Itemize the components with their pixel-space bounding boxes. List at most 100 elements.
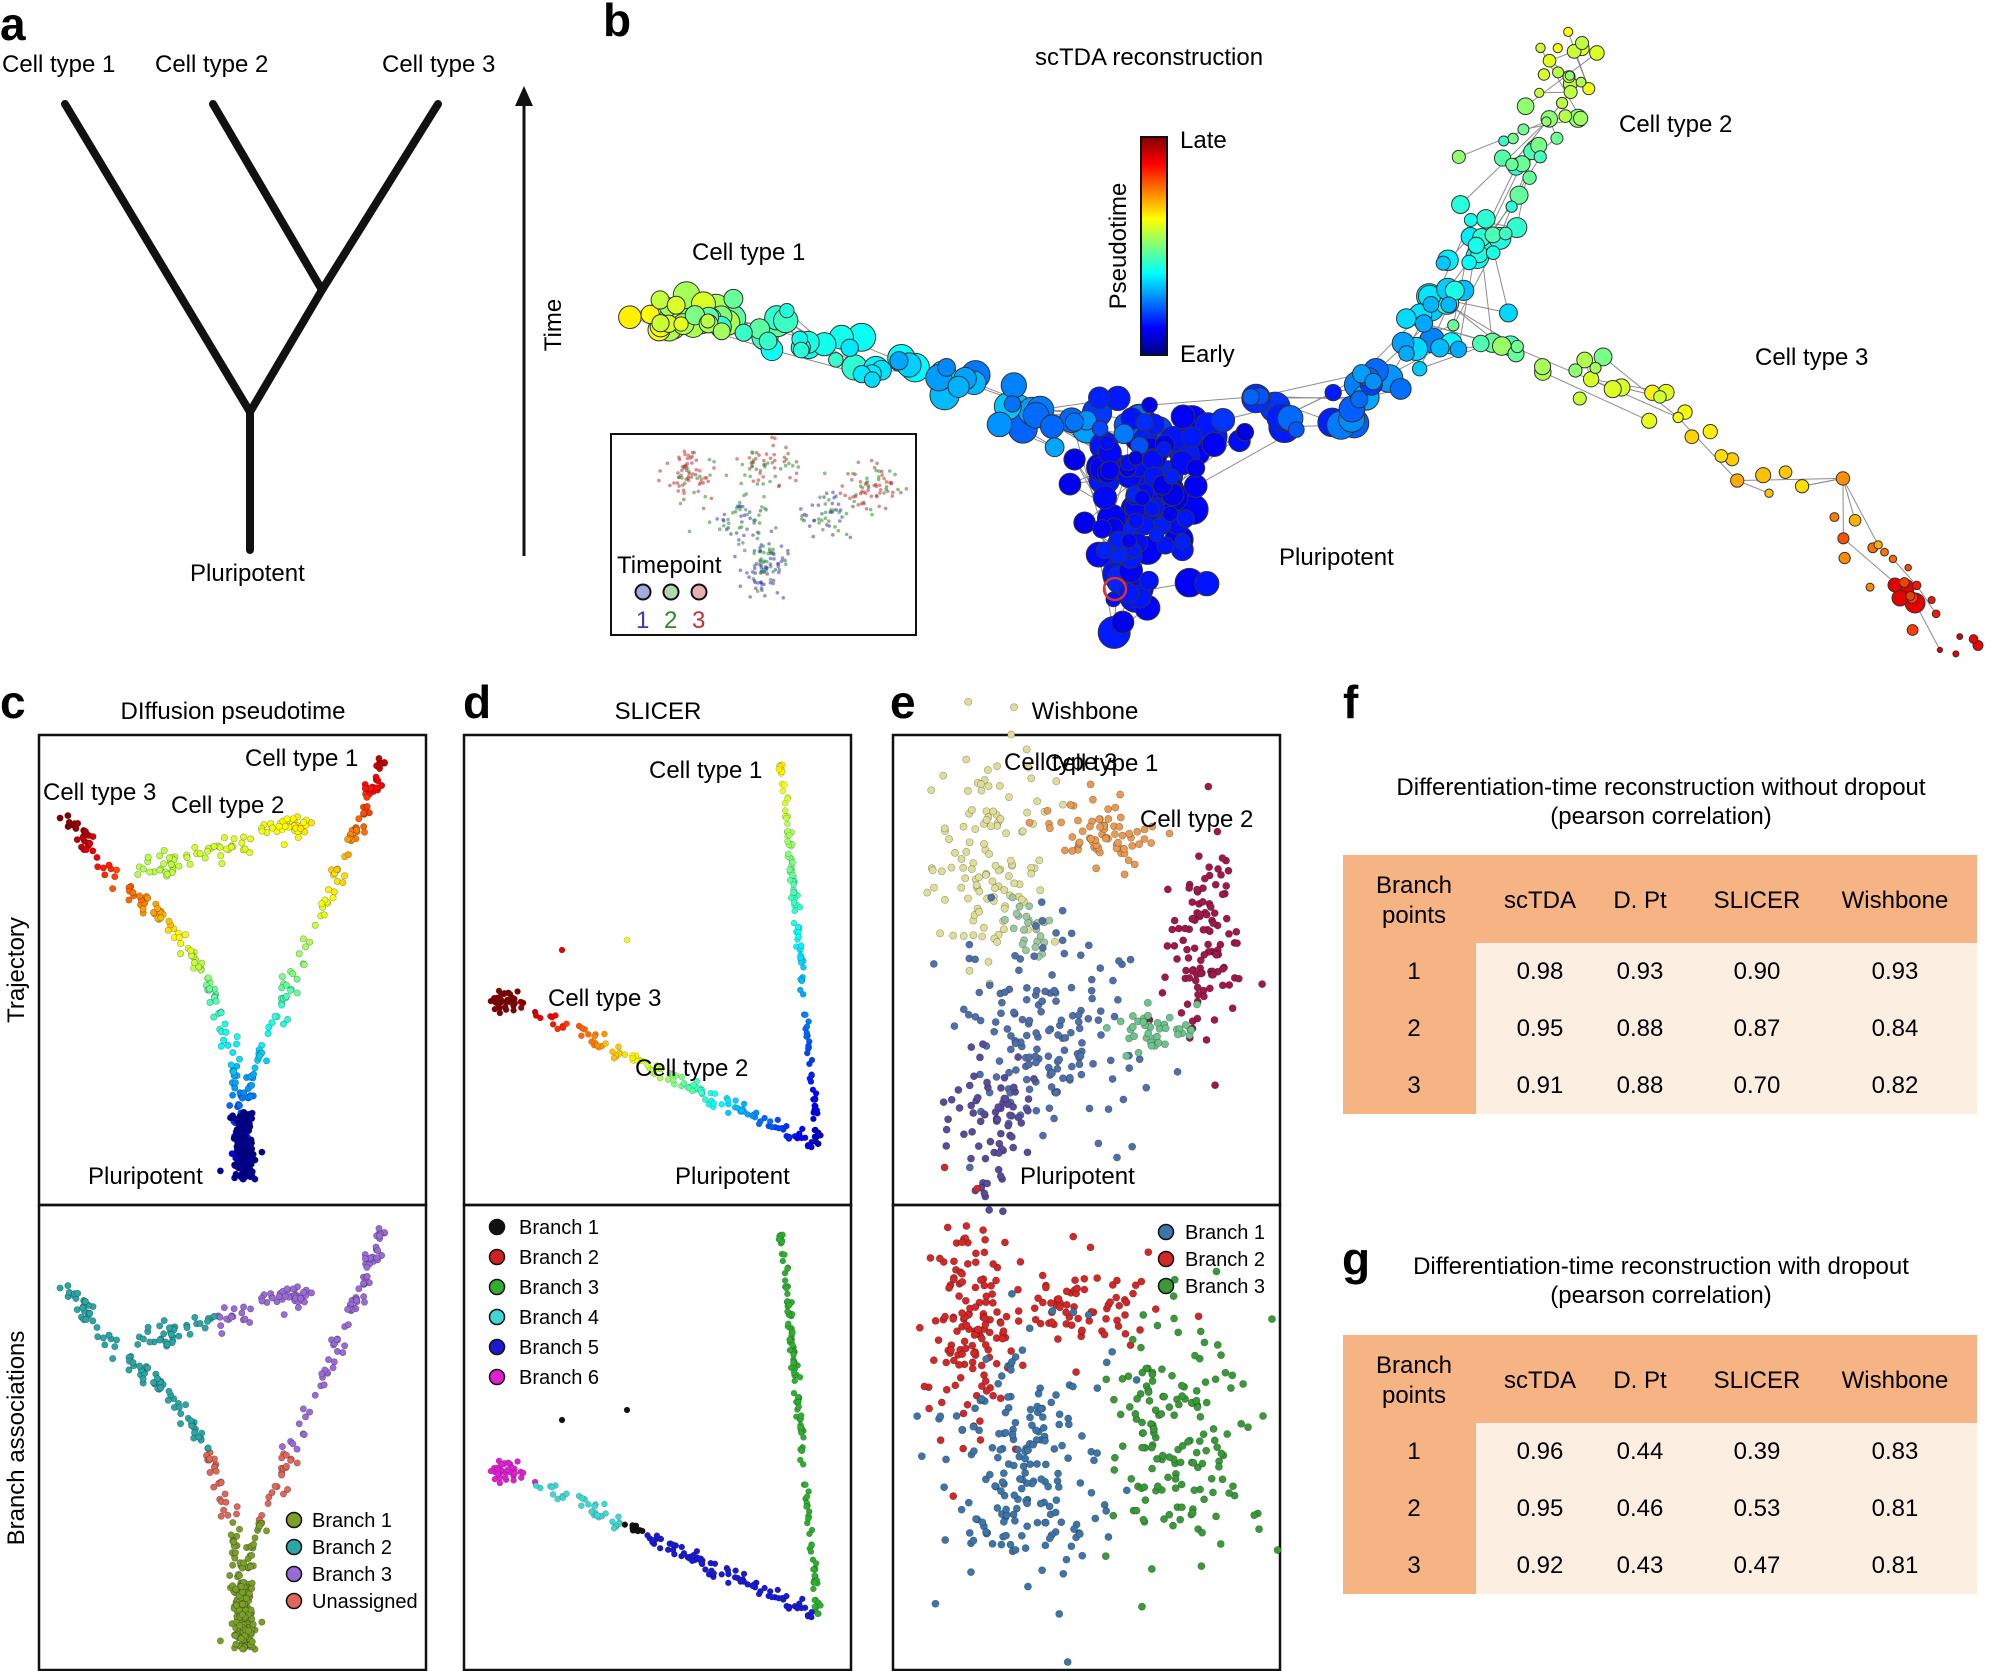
branch-point xyxy=(258,1618,266,1626)
trajectory-point xyxy=(951,848,959,857)
inset-point xyxy=(754,450,759,455)
branch-point xyxy=(992,1359,1001,1368)
branch-point xyxy=(970,1447,978,1456)
trajectory-point xyxy=(1096,823,1104,831)
trajectory-point xyxy=(803,1033,810,1040)
trajectory-point xyxy=(248,1115,256,1123)
branch-point xyxy=(1069,1308,1078,1317)
inset-point xyxy=(794,478,798,483)
branch-point xyxy=(998,1478,1007,1486)
legend-swatch xyxy=(488,1368,506,1386)
trajectory-point xyxy=(187,947,195,955)
branch-point xyxy=(639,1527,646,1535)
trajectory-point xyxy=(1005,872,1013,880)
branch-point xyxy=(968,1341,977,1350)
trajectory-point xyxy=(1085,1104,1094,1113)
trajectory-point xyxy=(1087,975,1096,984)
inset-point xyxy=(782,459,787,464)
inset-point xyxy=(882,491,886,495)
panel-c-bottom-frame xyxy=(37,1203,428,1671)
graph-node xyxy=(1509,185,1529,205)
trajectory-point xyxy=(1124,856,1133,865)
graph-node xyxy=(1143,500,1160,517)
table-header-cell: Wishbone xyxy=(1842,1367,1949,1394)
graph-edge xyxy=(1842,478,1879,546)
graph-node xyxy=(712,322,731,341)
inset-point xyxy=(738,507,742,512)
branch-point xyxy=(167,1330,175,1338)
trajectory-point xyxy=(794,1135,801,1142)
trajectory-point xyxy=(807,1078,815,1085)
branch-point xyxy=(796,1374,804,1381)
graph-node xyxy=(1865,582,1875,592)
trajectory-point xyxy=(1193,983,1202,992)
inset-point xyxy=(768,479,772,484)
trajectory-point xyxy=(601,1030,608,1038)
trajectory-point xyxy=(1182,966,1190,975)
trajectory-point xyxy=(329,894,337,902)
graph-node xyxy=(1472,334,1490,353)
branch-point xyxy=(997,1540,1006,1549)
inset-point xyxy=(763,593,767,598)
inset-point xyxy=(821,527,825,532)
branch-point xyxy=(236,1525,244,1533)
branch-point xyxy=(293,1445,301,1453)
trajectory-point xyxy=(800,964,807,971)
trajectory-point xyxy=(1018,827,1027,836)
branch-point xyxy=(1102,1358,1111,1367)
trajectory-point xyxy=(1033,797,1042,806)
branch-point xyxy=(136,1362,144,1370)
panel-c-cell-type-1-label: Cell type 1 xyxy=(245,745,358,772)
trajectory-point xyxy=(985,981,994,990)
branch-point xyxy=(982,1528,990,1536)
branch-point xyxy=(248,1551,256,1559)
inset-point xyxy=(864,506,869,511)
panel-d-letter: d xyxy=(463,676,491,728)
branch-point xyxy=(965,1529,974,1537)
trajectory-point xyxy=(1096,964,1105,973)
trajectory-point xyxy=(995,1057,1004,1066)
legend-swatch xyxy=(1157,1277,1175,1295)
inset-point xyxy=(796,465,801,469)
branch-point xyxy=(1063,1658,1072,1666)
branch-point xyxy=(156,1322,164,1330)
trajectory-point xyxy=(306,938,314,946)
branch-point xyxy=(977,1361,986,1370)
branch-point xyxy=(1059,1569,1068,1578)
trajectory-point xyxy=(978,1040,987,1048)
inset-point xyxy=(829,507,833,512)
inset-point xyxy=(676,471,680,475)
trajectory-point xyxy=(994,1165,1003,1174)
trajectory-point xyxy=(1087,834,1095,843)
branch-point xyxy=(222,1498,230,1506)
inset-point xyxy=(686,478,691,483)
graph-node xyxy=(1135,413,1154,432)
branch-point xyxy=(1158,1451,1167,1460)
trajectory-point xyxy=(1130,1032,1139,1041)
branch-point xyxy=(229,1561,237,1569)
inset-point xyxy=(761,482,765,486)
trajectory-point xyxy=(972,881,981,889)
graph-node xyxy=(1447,319,1460,332)
trajectory-point xyxy=(1183,945,1191,954)
trajectory-point xyxy=(1197,969,1206,978)
inset-point xyxy=(794,471,799,476)
trajectory-point xyxy=(1010,703,1018,712)
branch-point xyxy=(1212,1512,1220,1521)
graph-node xyxy=(1498,226,1513,241)
graph-node xyxy=(937,357,956,377)
branch-point xyxy=(623,1406,631,1414)
branch-point xyxy=(797,1424,804,1431)
trajectory-point xyxy=(1128,842,1137,850)
inset-point xyxy=(682,491,686,496)
trajectory-point xyxy=(164,926,172,934)
inset-point xyxy=(758,560,763,564)
inset-point xyxy=(866,488,870,493)
branch-point xyxy=(1201,1378,1210,1387)
branch-point xyxy=(1174,1400,1183,1409)
branch-point xyxy=(973,1184,981,1193)
trajectory-point xyxy=(965,838,974,847)
branch-point xyxy=(129,1358,137,1366)
trajectory-point xyxy=(229,1091,237,1099)
branch-point xyxy=(1078,1551,1087,1560)
